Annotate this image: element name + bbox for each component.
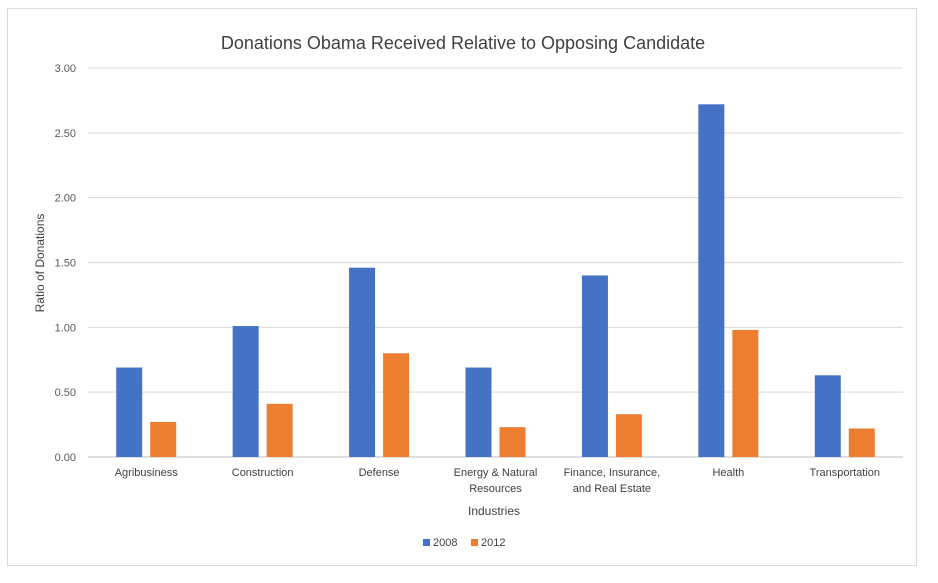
y-tick-label: 2.00 <box>55 193 76 205</box>
y-tick-label: 0.00 <box>55 452 76 464</box>
y-axis-ticks: 0.00 0.50 1.00 1.50 2.00 2.50 3.00 <box>55 63 76 464</box>
x-category-label: Energy & Natural <box>454 467 538 479</box>
chart-frame: Donations Obama Received Relative to Opp… <box>7 8 917 566</box>
bar-2008 <box>814 375 841 457</box>
bar-2012 <box>383 353 410 457</box>
x-category-label: Agribusiness <box>115 467 178 479</box>
legend-label-2012: 2012 <box>481 537 505 549</box>
bar-2012 <box>266 403 293 457</box>
gridlines <box>88 67 903 458</box>
y-tick-label: 2.50 <box>55 128 76 140</box>
x-category-label: Finance, Insurance, <box>564 467 661 479</box>
bar-2008 <box>465 367 492 457</box>
x-category-label: Construction <box>232 467 294 479</box>
bar-2008 <box>349 267 376 457</box>
x-category-label: Resources <box>469 483 522 495</box>
legend: 2008 2012 <box>423 537 505 549</box>
bar-2008 <box>581 275 608 457</box>
x-category-label: and Real Estate <box>573 483 651 495</box>
bar-2008 <box>232 326 259 457</box>
legend-swatch-2008 <box>423 539 430 546</box>
chart-title: Donations Obama Received Relative to Opp… <box>221 33 705 53</box>
legend-swatch-2012 <box>471 539 478 546</box>
y-tick-label: 1.50 <box>55 258 76 270</box>
y-axis-title: Ratio of Donations <box>33 214 47 313</box>
bar-2012 <box>848 428 875 457</box>
x-category-label: Health <box>712 467 744 479</box>
legend-label-2008: 2008 <box>433 537 457 549</box>
x-category-label: Transportation <box>810 467 881 479</box>
x-category-label: Defense <box>359 467 400 479</box>
bar-2012 <box>732 329 759 457</box>
x-axis-categories: Agribusiness Construction Defense Energy & … <box>115 467 880 495</box>
bar-2012 <box>499 427 526 457</box>
y-tick-label: 3.00 <box>55 63 76 75</box>
bar-chart: Donations Obama Received Relative to Opp… <box>33 33 903 549</box>
bar-2012 <box>150 421 177 457</box>
y-tick-label: 0.50 <box>55 387 76 399</box>
y-tick-label: 1.00 <box>55 322 76 334</box>
bar-2008 <box>116 367 143 457</box>
x-axis-title: Industries <box>468 504 520 518</box>
bars <box>116 104 875 457</box>
bar-2008 <box>698 104 725 457</box>
bar-2012 <box>615 414 642 457</box>
